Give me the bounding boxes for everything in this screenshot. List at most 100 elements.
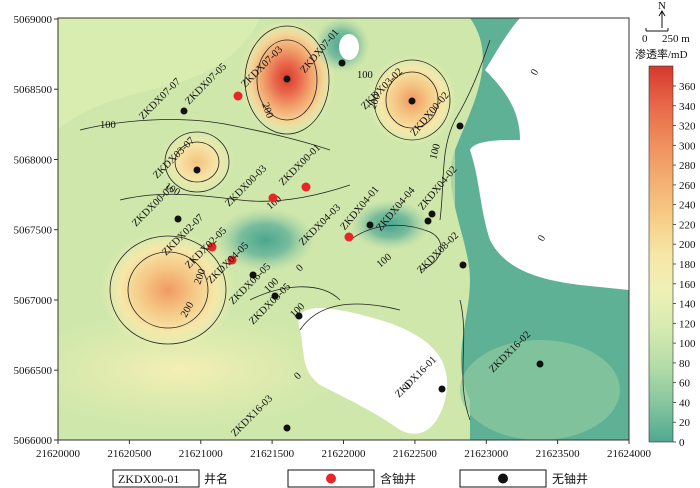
north-arrow: N: [658, 0, 666, 28]
colorbar-label: 340: [679, 101, 696, 113]
colorbar: 渗透率/mD 360340320300280260240220200180160…: [635, 47, 696, 449]
colorbar-label: 0: [679, 437, 685, 449]
no-uranium-well-icon: [459, 261, 467, 269]
no-uranium-well-icon: [536, 360, 544, 368]
x-tick-label: 21623000: [464, 448, 509, 460]
colorbar-label: 200: [679, 239, 696, 251]
y-axis: 5069000 5068500 5068000 5067500 5067000 50665…: [14, 14, 58, 447]
northwest-zone: [58, 18, 260, 130]
no-data-south: [298, 308, 448, 434]
no-uranium-well-icon: [424, 217, 432, 225]
colorbar-title: 渗透率/mD: [635, 47, 688, 61]
scale-end: 250 m: [662, 33, 690, 45]
contour-labels: 100 200 100 200 100 0 100 200 0 100 100 …: [100, 67, 548, 392]
colorbar-label: 120: [679, 318, 696, 330]
colorbar-label: 20: [679, 417, 691, 429]
hotspot-03-07: [159, 128, 235, 196]
legend-well-name-label: 井名: [204, 471, 228, 486]
north-letter: N: [658, 0, 666, 12]
colorbar-label: 320: [679, 121, 696, 133]
no-uranium-well-icon: [249, 271, 257, 279]
colorbar-label: 160: [679, 279, 696, 291]
no-uranium-well-icon: [456, 122, 464, 130]
contour-label: 100: [428, 143, 443, 161]
y-tick-label: 5069000: [14, 14, 53, 26]
hotspot-02-07: [100, 230, 236, 350]
colorbar-label: 80: [679, 358, 691, 370]
scale-start: 0: [642, 33, 648, 45]
uranium-well-icon: [227, 255, 237, 265]
y-tick-label: 5068500: [14, 84, 53, 96]
y-tick-label: 5067000: [14, 295, 53, 307]
uranium-well-icon: [207, 242, 217, 252]
no-uranium-well-icon: [193, 166, 201, 174]
no-uranium-well-icon: [283, 424, 291, 432]
colorbar-label: 240: [679, 200, 696, 212]
x-tick-label: 21622000: [322, 448, 367, 460]
contour-label: 200: [259, 101, 275, 120]
no-uranium-well-icon: [438, 385, 446, 393]
legend-well-name-sample: ZKDX00-01: [118, 472, 179, 486]
colorbar-scale: [648, 65, 674, 443]
colorbar-label: 100: [679, 338, 696, 350]
no-uranium-well-icon: [180, 107, 188, 115]
legend: ZKDX00-01 井名 含铀井 无铀井: [112, 469, 588, 488]
uranium-well-icon: [268, 193, 278, 203]
contour-label: 200: [367, 92, 383, 111]
no-uranium-well-icon: [366, 221, 374, 229]
low-east-center: [350, 200, 430, 250]
no-uranium-well-icon: [283, 75, 291, 83]
colorbar-label: 60: [679, 378, 691, 390]
legend-uranium-label: 含铀井: [380, 471, 416, 486]
low-center: [215, 208, 315, 272]
north-arrow-icon: [658, 10, 666, 28]
no-uranium-well-icon: [174, 215, 182, 223]
no-uranium-well-icon: [295, 312, 303, 320]
map-area: [58, 18, 629, 440]
legend-well-name-box: [112, 469, 200, 488]
no-uranium-well-icon: [408, 97, 416, 105]
x-tick-label: 21622500: [393, 448, 438, 460]
contour-label: 200: [192, 267, 208, 286]
y-tick-label: 5068000: [14, 155, 53, 167]
no-uranium-well-icon: [428, 210, 436, 218]
x-tick-label: 21624000: [607, 448, 652, 460]
colorbar-label: 40: [679, 397, 691, 409]
contour-lines: [79, 25, 491, 421]
colorbar-label: 140: [679, 299, 696, 311]
no-uranium-well-icon: [338, 59, 346, 67]
uranium-well-icon: [233, 91, 243, 101]
legend-uranium-marker: [326, 473, 336, 484]
y-tick-label: 5067500: [14, 225, 53, 237]
contour-label: 100: [100, 120, 116, 131]
colorbar-label: 300: [679, 140, 696, 152]
contour-label: 0: [536, 233, 548, 243]
legend-no-uranium-marker: [498, 473, 508, 484]
contour-label: 100: [357, 70, 373, 81]
x-tick-label: 21620500: [107, 448, 152, 460]
x-tick-label: 21623500: [536, 448, 581, 460]
legend-no-uranium-label: 无铀井: [552, 472, 588, 486]
x-tick-label: 21620000: [36, 448, 81, 460]
x-axis: 21620000 21620500 21621000 21621500 21622000…: [36, 440, 652, 460]
colorbar-label: 280: [679, 160, 696, 172]
contour-label: 0: [292, 371, 303, 382]
colorbar-label: 260: [679, 180, 696, 192]
no-uranium-well-icon: [271, 292, 279, 300]
uranium-well-icon: [301, 182, 311, 192]
no-data-north: [339, 34, 359, 60]
scale-bar: 0 250 m: [642, 28, 690, 45]
x-tick-label: 21621500: [250, 448, 295, 460]
contour-label: 0: [294, 263, 305, 274]
y-tick-label: 5066000: [14, 435, 53, 447]
x-tick-label: 21621000: [179, 448, 224, 460]
y-tick-label: 5066500: [14, 365, 53, 377]
no-data-east: [470, 140, 629, 290]
no-data-northeast: [485, 18, 629, 140]
uranium-well-icon: [344, 232, 354, 242]
colorbar-label: 360: [679, 81, 696, 93]
colorbar-label: 180: [679, 259, 696, 271]
contour-label: 0: [529, 67, 541, 77]
contour-label: 0: [402, 381, 413, 392]
